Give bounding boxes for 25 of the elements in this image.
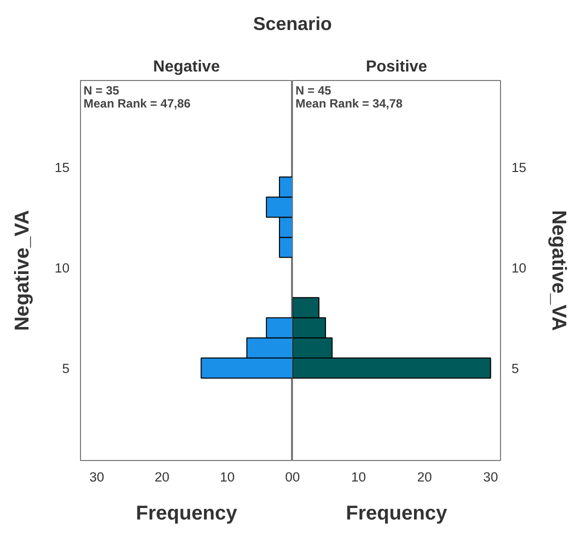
x-tick-label: 0 <box>292 470 300 484</box>
text: Scenario <box>253 12 332 36</box>
annotation: Mean Rank = 34,78 <box>296 96 403 110</box>
y-tick-label: 5 <box>62 361 70 376</box>
annotation: N = 45 <box>296 84 332 98</box>
y-axis-title: Negative_VA <box>12 210 34 331</box>
x-tick-label: 30 <box>89 470 104 484</box>
x-tick-label: 20 <box>417 470 432 484</box>
y-tick-label: 10 <box>512 260 526 276</box>
y-tick-label: 5 <box>512 361 519 376</box>
y-tick-label: 10 <box>54 260 70 276</box>
chart-title: Negative <box>153 58 220 76</box>
y-tick-label: 15 <box>512 160 526 175</box>
chart-title: Positive <box>366 58 428 76</box>
x-tick-label: 20 <box>154 470 170 484</box>
x-axis-title: Frequency <box>346 502 448 524</box>
x-tick-label: 0 <box>285 470 293 484</box>
x-tick-label: 10 <box>351 470 366 484</box>
y-tick-label: 15 <box>54 160 70 175</box>
x-axis-title: Frequency <box>136 502 238 524</box>
annotation: Mean Rank = 47,86 <box>84 96 191 110</box>
x-tick-label: 10 <box>220 470 235 484</box>
y-axis-title: Negative_VA <box>547 210 570 331</box>
annotation: N = 35 <box>84 84 120 98</box>
x-tick-label: 30 <box>483 470 498 484</box>
